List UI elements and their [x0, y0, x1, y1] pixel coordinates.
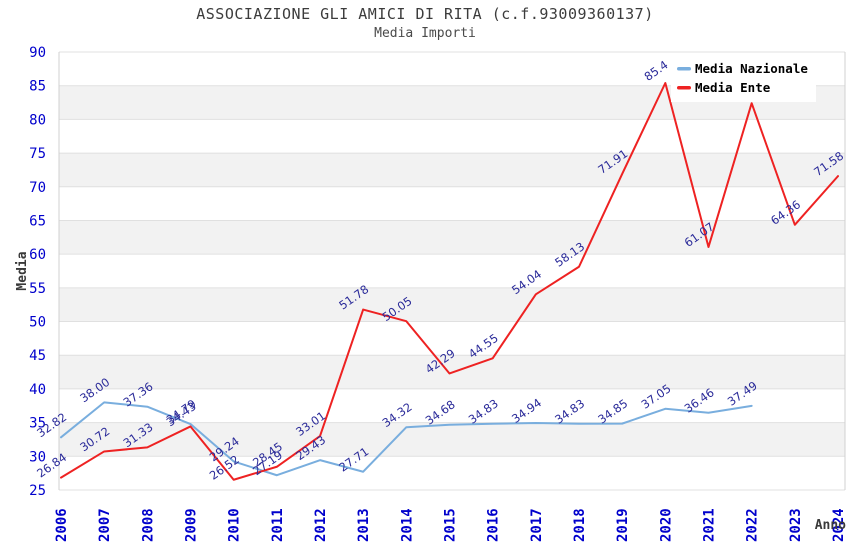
x-axis-tick-label: 2018: [572, 508, 588, 542]
y-axis-tick-label: 50: [29, 315, 46, 331]
plot-band: [59, 153, 845, 187]
x-axis-tick-label: 2009: [184, 508, 200, 542]
x-axis-tick-label: 2016: [486, 508, 502, 542]
legend-item-media-ente[interactable]: Media Ente: [677, 80, 771, 95]
x-axis-tick-label: 2023: [788, 508, 804, 542]
y-axis-tick-label: 65: [29, 213, 46, 229]
plot-band: [59, 254, 845, 288]
x-axis-tick-label: 2017: [529, 508, 545, 542]
y-axis-tick-label: 75: [29, 146, 46, 162]
x-axis-tick-label: 2010: [227, 508, 243, 542]
plot-band: [59, 287, 845, 322]
y-axis-tick-label: 55: [29, 281, 46, 297]
x-axis-tick-label: 2006: [54, 508, 70, 542]
x-axis-tick-label: 2014: [399, 508, 415, 542]
x-axis-tick-label: 2019: [615, 508, 631, 542]
plot-band: [59, 119, 845, 154]
y-axis-tick-label: 60: [29, 247, 46, 263]
x-axis-tick-label: 2008: [140, 508, 156, 542]
x-axis-tick-label: 2024: [831, 508, 847, 542]
x-axis-tick-label: 2020: [658, 508, 674, 542]
plot-band: [59, 422, 845, 457]
legend-swatch-icon: [677, 86, 691, 90]
legend-box: [671, 56, 816, 102]
series-line-media-nazionale: [60, 401, 753, 477]
x-axis-title: Anno: [815, 518, 846, 533]
y-axis-tick-label: 40: [29, 382, 46, 398]
y-axis-tick-label: 30: [29, 449, 46, 465]
plot-band: [59, 321, 845, 356]
y-axis-tick-label: 70: [29, 180, 46, 196]
y-axis-tick-label: 90: [29, 45, 46, 61]
plot-band: [59, 388, 845, 423]
x-axis-tick-label: 2007: [97, 508, 113, 542]
y-axis-tick-label: 35: [29, 416, 46, 432]
y-axis-tick-label: 25: [29, 483, 46, 499]
plot-band: [59, 456, 845, 490]
x-axis-tick-label: 2015: [443, 508, 459, 542]
x-axis-tick-label: 2012: [313, 508, 329, 542]
legend-item-label: Media Ente: [695, 80, 771, 95]
legend: Media Nazionale Media Ente: [671, 56, 816, 102]
plot-band: [59, 186, 845, 221]
legend-swatch-icon: [677, 67, 691, 71]
chart-subtitle: Media Importi: [374, 26, 476, 41]
x-axis-tick-label: 2013: [356, 508, 372, 542]
chart-title: ASSOCIAZIONE GLI AMICI DI RITA (c.f.9300…: [196, 5, 654, 23]
y-axis-tick-label: 85: [29, 79, 46, 95]
legend-item-media-nazionale[interactable]: Media Nazionale: [677, 61, 808, 76]
y-axis-tick-label: 45: [29, 348, 46, 364]
x-axis-tick-label: 2011: [270, 508, 286, 542]
chart-header: ASSOCIAZIONE GLI AMICI DI RITA (c.f.9300…: [0, 5, 850, 41]
legend-item-label: Media Nazionale: [695, 61, 808, 76]
x-axis-tick-label: 2021: [702, 508, 718, 542]
plot-band: [59, 220, 845, 255]
series-line-media-ente: [60, 81, 839, 481]
y-axis-title: Media: [15, 251, 30, 290]
x-axis-tick-label: 2022: [745, 508, 761, 542]
y-axis-tick-label: 80: [29, 112, 46, 128]
